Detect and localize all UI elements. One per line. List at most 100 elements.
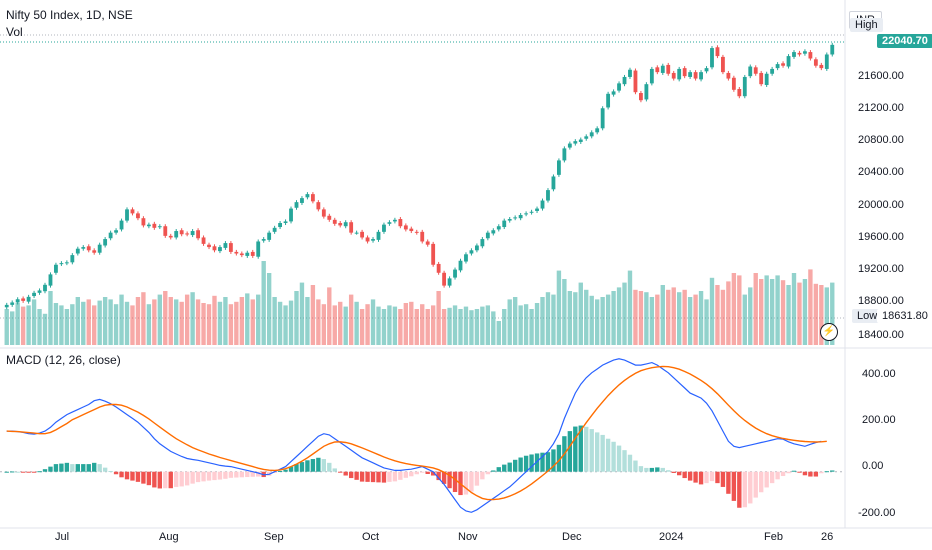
macd-hist-bar bbox=[709, 471, 715, 482]
volume-bar bbox=[671, 287, 676, 345]
volume-bar bbox=[26, 305, 31, 345]
macd-hist-bar bbox=[485, 471, 491, 475]
candle-body bbox=[431, 243, 436, 265]
macd-hist-bar bbox=[141, 471, 146, 484]
volume-bar bbox=[474, 309, 480, 345]
candle-body bbox=[464, 254, 468, 262]
volume-bar bbox=[677, 292, 682, 345]
candle-body bbox=[75, 248, 80, 254]
candle-body bbox=[196, 230, 200, 239]
volume-bar bbox=[720, 289, 726, 345]
candle-body bbox=[611, 91, 616, 95]
macd-hist-bar bbox=[540, 452, 545, 472]
macd-hist-bar bbox=[163, 471, 168, 489]
macd-hist-bar bbox=[15, 471, 20, 473]
volume-bar bbox=[737, 275, 742, 345]
candle-body bbox=[584, 136, 589, 139]
macd-hist-bar bbox=[102, 467, 108, 472]
candle-body bbox=[382, 224, 386, 232]
candle-body bbox=[721, 56, 725, 73]
candle-body bbox=[316, 202, 321, 210]
bolt-icon[interactable]: ⚡ bbox=[820, 323, 838, 341]
macd-hist-bar bbox=[797, 471, 802, 473]
macd-hist-bar bbox=[223, 471, 228, 479]
macd-hist-bar bbox=[600, 434, 605, 472]
macd-hist-bar bbox=[365, 471, 370, 482]
price-tick-label: 18400.00 bbox=[858, 329, 904, 341]
macd-hist-bar bbox=[436, 471, 441, 481]
macd-hist-bar bbox=[206, 471, 212, 481]
macd-hist-bar bbox=[726, 471, 731, 494]
macd-hist-bar bbox=[589, 429, 594, 472]
candle-body bbox=[234, 251, 239, 254]
macd-hist-bar bbox=[769, 471, 775, 484]
volume-bar bbox=[42, 313, 48, 345]
candle-body bbox=[223, 243, 228, 248]
macd-hist-bar bbox=[31, 471, 37, 473]
volume-bar bbox=[70, 304, 75, 345]
candle-body bbox=[54, 264, 58, 273]
candle-body bbox=[239, 253, 244, 256]
macd-hist-bar bbox=[212, 471, 217, 481]
candle-body bbox=[742, 76, 747, 97]
volume-bar bbox=[594, 299, 600, 345]
volume-bar bbox=[163, 291, 168, 345]
candle-body bbox=[414, 231, 419, 233]
candle-body bbox=[321, 209, 326, 217]
candle-body bbox=[256, 241, 261, 257]
volume-bar bbox=[540, 297, 545, 345]
volume-bar bbox=[277, 301, 283, 345]
macd-hist-bar bbox=[70, 464, 75, 472]
candle-body bbox=[589, 132, 594, 137]
macd-hist-bar bbox=[605, 438, 611, 472]
macd-hist-bar bbox=[10, 471, 15, 473]
volume-bar bbox=[239, 297, 245, 345]
macd-hist-bar bbox=[742, 471, 747, 508]
candle-body bbox=[803, 51, 807, 54]
macd-hist-bar bbox=[250, 471, 255, 477]
volume-bar bbox=[141, 292, 146, 345]
candle-body bbox=[376, 231, 381, 240]
low-value: 18631.80 bbox=[877, 309, 932, 323]
macd-hist-bar bbox=[381, 471, 387, 483]
volume-bar bbox=[261, 261, 266, 345]
macd-hist-bar bbox=[578, 425, 583, 472]
macd-hist-bar bbox=[775, 471, 780, 480]
low-label: Low bbox=[852, 309, 883, 323]
volume-bar bbox=[174, 299, 179, 345]
volume-bar bbox=[146, 304, 152, 345]
time-tick-label: Dec bbox=[562, 531, 582, 543]
macd-hist-bar bbox=[693, 471, 698, 483]
price-tick-label: 21600.00 bbox=[858, 70, 904, 82]
candle-body bbox=[513, 217, 518, 219]
volume-bar bbox=[321, 304, 327, 345]
macd-hist-bar bbox=[704, 471, 709, 484]
macd-hist-bar bbox=[414, 471, 419, 475]
candle-body bbox=[606, 93, 611, 108]
candle-body bbox=[731, 77, 736, 90]
volume-bar bbox=[75, 297, 80, 345]
volume-bar bbox=[578, 282, 583, 345]
candle-body bbox=[228, 243, 233, 252]
macd-hist-bar bbox=[195, 471, 201, 483]
macd-hist-bar bbox=[529, 454, 534, 472]
volume-bar bbox=[190, 292, 195, 345]
volume-bar bbox=[463, 306, 469, 345]
volume-bar bbox=[693, 294, 698, 345]
candle-body bbox=[420, 231, 425, 242]
macd-tick-label: 0.00 bbox=[862, 460, 884, 472]
candle-body bbox=[496, 226, 501, 230]
candle-body bbox=[409, 228, 414, 232]
volume-bar bbox=[687, 297, 693, 345]
macd-hist-bar bbox=[534, 453, 540, 472]
candle-body bbox=[792, 52, 796, 57]
macd-hist-bar bbox=[731, 471, 737, 501]
candle-body bbox=[218, 247, 222, 252]
candle-body bbox=[502, 220, 507, 228]
macd-hist-bar bbox=[819, 471, 824, 474]
volume-bar bbox=[534, 303, 540, 345]
volume-bar bbox=[327, 287, 332, 345]
volume-bar bbox=[584, 289, 589, 345]
volume-bar bbox=[830, 282, 835, 345]
